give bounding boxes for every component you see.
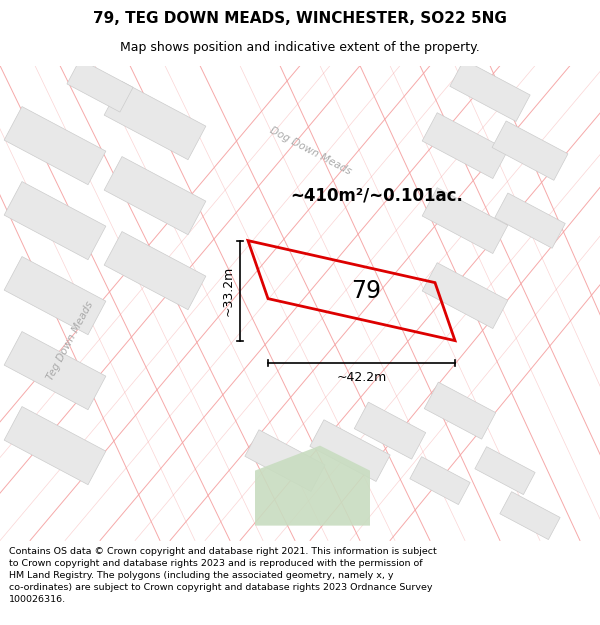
Text: ~42.2m: ~42.2m bbox=[337, 371, 386, 384]
Polygon shape bbox=[104, 231, 206, 310]
Polygon shape bbox=[104, 156, 206, 235]
Polygon shape bbox=[422, 262, 508, 329]
Text: ~33.2m: ~33.2m bbox=[221, 266, 235, 316]
Polygon shape bbox=[354, 402, 426, 459]
Polygon shape bbox=[4, 331, 106, 410]
Text: 79: 79 bbox=[352, 279, 382, 302]
Polygon shape bbox=[4, 406, 106, 485]
Polygon shape bbox=[424, 382, 496, 439]
Polygon shape bbox=[475, 447, 535, 494]
Text: Teg Down Meads: Teg Down Meads bbox=[45, 299, 95, 382]
Polygon shape bbox=[255, 446, 370, 526]
Polygon shape bbox=[410, 457, 470, 504]
Polygon shape bbox=[495, 193, 565, 248]
Polygon shape bbox=[450, 60, 530, 121]
Polygon shape bbox=[245, 430, 325, 491]
Polygon shape bbox=[4, 106, 106, 185]
Text: Map shows position and indicative extent of the property.: Map shows position and indicative extent… bbox=[120, 41, 480, 54]
Text: ~410m²/~0.101ac.: ~410m²/~0.101ac. bbox=[290, 187, 463, 204]
Polygon shape bbox=[4, 181, 106, 260]
Polygon shape bbox=[4, 256, 106, 335]
Polygon shape bbox=[492, 121, 568, 180]
Polygon shape bbox=[104, 81, 206, 160]
Polygon shape bbox=[67, 59, 133, 112]
Text: Contains OS data © Crown copyright and database right 2021. This information is : Contains OS data © Crown copyright and d… bbox=[9, 548, 437, 604]
Polygon shape bbox=[422, 112, 508, 179]
Polygon shape bbox=[422, 188, 508, 254]
Text: 79, TEG DOWN MEADS, WINCHESTER, SO22 5NG: 79, TEG DOWN MEADS, WINCHESTER, SO22 5NG bbox=[93, 11, 507, 26]
Polygon shape bbox=[500, 492, 560, 539]
Text: Dog Down Meads: Dog Down Meads bbox=[268, 125, 352, 176]
Polygon shape bbox=[310, 420, 390, 481]
